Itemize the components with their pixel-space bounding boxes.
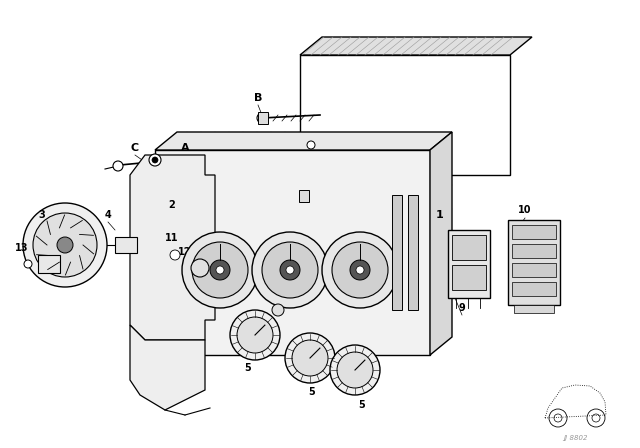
Circle shape: [210, 260, 230, 280]
Circle shape: [252, 232, 328, 308]
Bar: [299, 190, 309, 202]
Circle shape: [152, 157, 158, 163]
Circle shape: [257, 113, 267, 123]
Bar: [512, 263, 556, 277]
Bar: [512, 225, 556, 239]
Text: 10: 10: [518, 205, 532, 215]
Circle shape: [182, 232, 258, 308]
Circle shape: [332, 242, 388, 298]
Circle shape: [24, 260, 32, 268]
Bar: [448, 230, 490, 298]
Text: 2: 2: [168, 200, 175, 210]
Text: 9: 9: [459, 303, 465, 313]
Text: B: B: [254, 93, 262, 103]
Bar: [392, 195, 402, 310]
Bar: [512, 244, 556, 258]
Polygon shape: [130, 325, 205, 410]
Circle shape: [330, 345, 380, 395]
Polygon shape: [115, 237, 137, 253]
Text: C: C: [131, 143, 139, 153]
Polygon shape: [155, 132, 452, 150]
Polygon shape: [130, 155, 215, 340]
Circle shape: [285, 333, 335, 383]
Circle shape: [272, 304, 284, 316]
Circle shape: [216, 266, 224, 274]
Text: 5: 5: [308, 387, 316, 397]
Circle shape: [262, 242, 318, 298]
Circle shape: [230, 310, 280, 360]
Circle shape: [33, 213, 97, 277]
Text: 6: 6: [262, 313, 268, 323]
Circle shape: [356, 266, 364, 274]
Bar: [258, 112, 268, 124]
Circle shape: [113, 161, 123, 171]
Text: 13: 13: [15, 243, 29, 253]
Circle shape: [192, 242, 248, 298]
Circle shape: [149, 154, 161, 166]
Text: 1: 1: [436, 210, 444, 220]
Bar: [452, 265, 486, 290]
Circle shape: [280, 260, 300, 280]
Bar: [512, 282, 556, 296]
Polygon shape: [155, 150, 430, 355]
Text: 8: 8: [212, 263, 218, 273]
Circle shape: [170, 250, 180, 260]
Circle shape: [350, 260, 370, 280]
Circle shape: [286, 266, 294, 274]
Circle shape: [307, 141, 315, 149]
Text: 12: 12: [179, 247, 192, 257]
Text: JJ 8802: JJ 8802: [563, 435, 588, 441]
Circle shape: [57, 237, 73, 253]
Polygon shape: [300, 55, 510, 175]
Circle shape: [292, 340, 328, 376]
Circle shape: [191, 259, 209, 277]
Text: 5: 5: [244, 363, 252, 373]
Text: 11: 11: [165, 233, 179, 243]
Text: A: A: [180, 143, 189, 153]
Bar: [38, 255, 60, 273]
Polygon shape: [300, 37, 532, 55]
Text: 4: 4: [104, 210, 111, 220]
Bar: [508, 220, 560, 305]
Bar: [408, 195, 418, 310]
Bar: [452, 235, 486, 260]
Circle shape: [337, 352, 373, 388]
Circle shape: [322, 232, 398, 308]
Circle shape: [237, 317, 273, 353]
Text: 3: 3: [38, 210, 45, 220]
Text: 5: 5: [358, 400, 365, 410]
Bar: [514, 305, 554, 313]
Circle shape: [23, 203, 107, 287]
Polygon shape: [430, 132, 452, 355]
